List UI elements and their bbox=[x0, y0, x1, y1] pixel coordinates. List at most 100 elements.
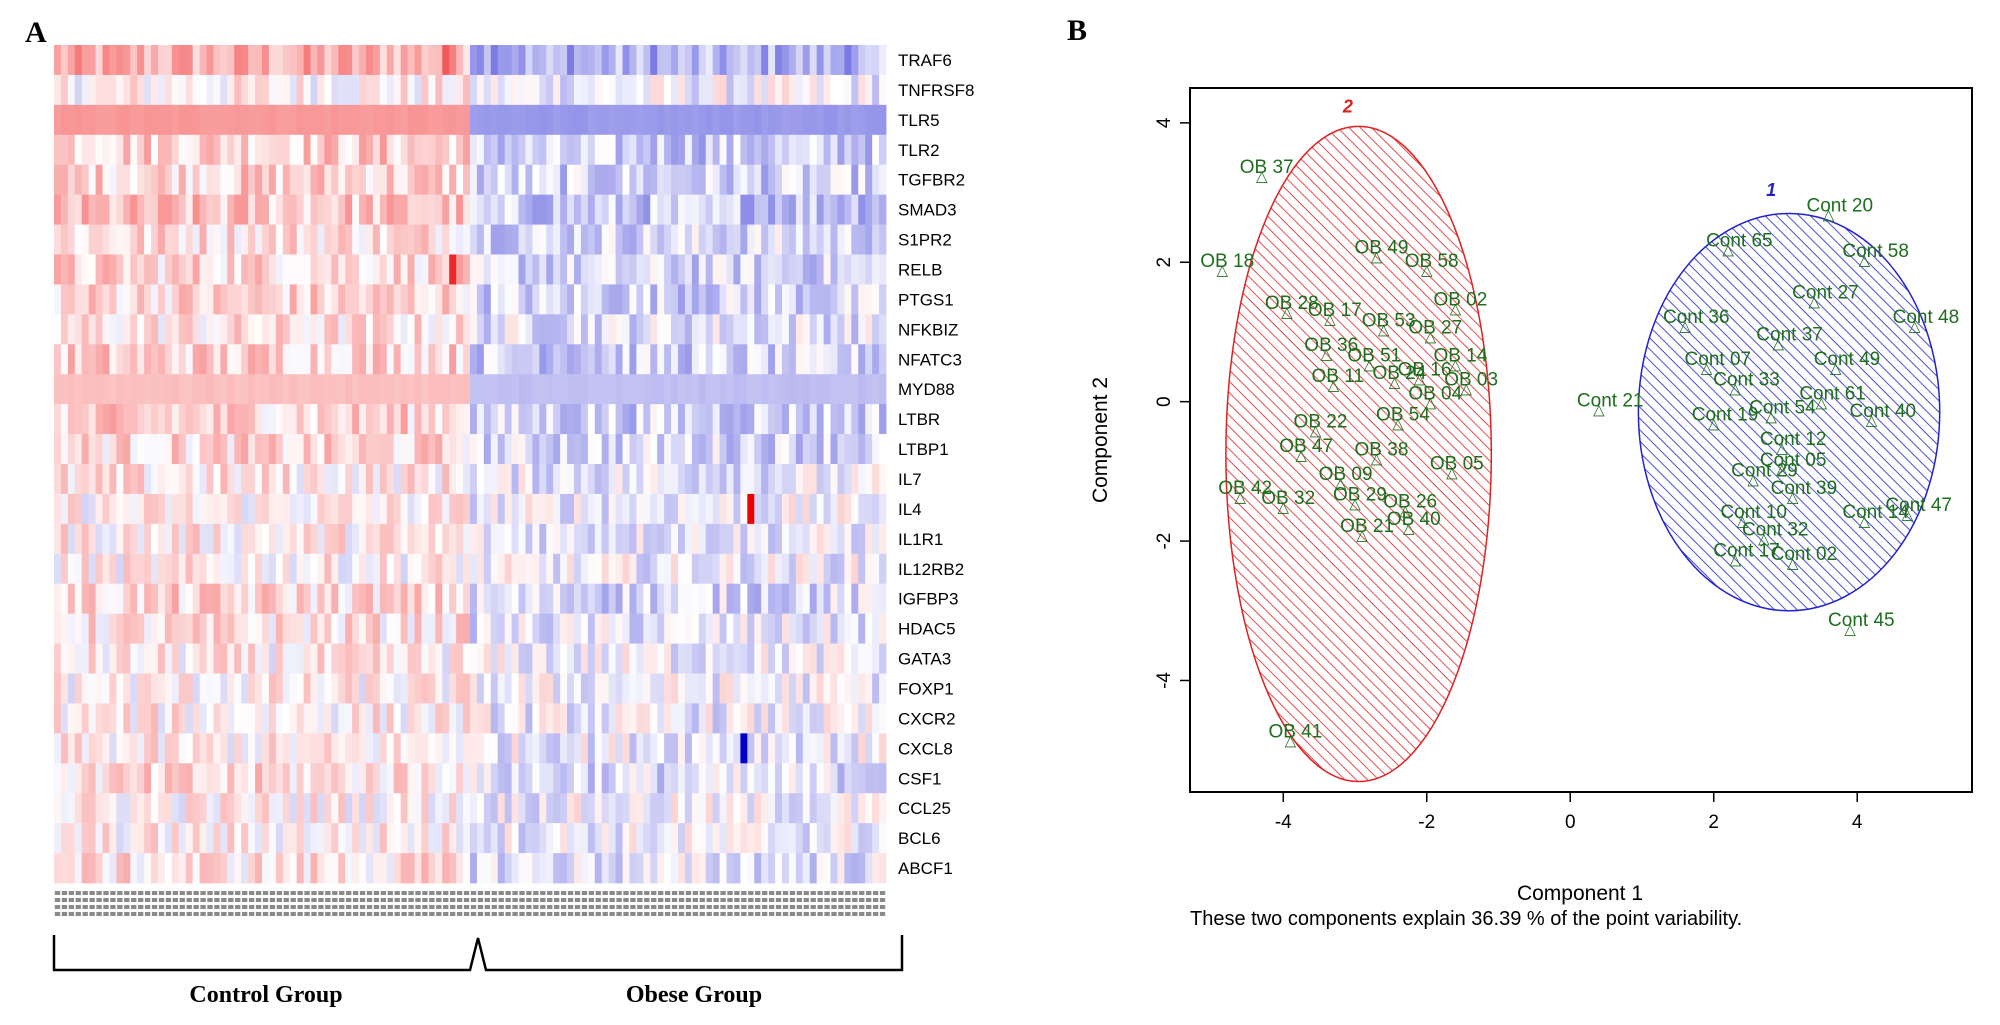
heatmap-cell bbox=[671, 553, 679, 585]
heatmap-cell bbox=[608, 224, 616, 255]
heatmap-cell bbox=[442, 493, 450, 525]
heatmap-cell bbox=[81, 284, 90, 315]
sample-id-label bbox=[332, 905, 338, 909]
cluster-ellipse bbox=[1637, 212, 1941, 612]
heatmap-cell bbox=[185, 134, 194, 166]
heatmap-cell bbox=[567, 673, 575, 704]
heatmap-cell bbox=[296, 74, 304, 106]
heatmap-cell bbox=[837, 793, 845, 824]
heatmap-cell bbox=[511, 344, 519, 375]
heatmap-cell bbox=[192, 643, 200, 674]
heatmap-cell bbox=[199, 583, 207, 615]
heatmap-cell bbox=[220, 314, 228, 345]
heatmap-cell bbox=[476, 733, 485, 764]
sample-id-label bbox=[713, 898, 719, 902]
heatmap-cell bbox=[393, 583, 402, 615]
heatmap-cell bbox=[858, 583, 866, 615]
heatmap-cell bbox=[636, 703, 644, 734]
heatmap-cell bbox=[795, 224, 804, 255]
heatmap-cell bbox=[352, 733, 360, 764]
heatmap-cell bbox=[379, 793, 388, 824]
heatmap-cell bbox=[463, 45, 471, 76]
heatmap-cell bbox=[601, 733, 610, 764]
heatmap-cell bbox=[671, 284, 679, 315]
heatmap-cell bbox=[837, 703, 845, 734]
heatmap-cell bbox=[407, 314, 415, 345]
heatmap-cell bbox=[171, 284, 180, 315]
heatmap-cell bbox=[248, 404, 256, 435]
heatmap-cell bbox=[310, 703, 318, 734]
heatmap-cell bbox=[171, 434, 180, 465]
heatmap-cell bbox=[574, 254, 582, 285]
sample-id-label bbox=[789, 898, 796, 902]
sample-id-label bbox=[706, 891, 712, 895]
sample-id-label bbox=[186, 891, 192, 895]
heatmap-cell bbox=[837, 763, 845, 794]
heatmap-cell bbox=[830, 673, 838, 704]
point-marker: △ bbox=[1234, 489, 1246, 506]
heatmap-cell bbox=[379, 404, 388, 435]
heatmap-cell bbox=[345, 284, 353, 315]
heatmap-cell bbox=[532, 224, 540, 255]
heatmap-cell bbox=[268, 404, 277, 435]
heatmap-cell bbox=[657, 74, 665, 106]
heatmap-cell bbox=[407, 374, 415, 405]
heatmap-cell bbox=[379, 104, 388, 136]
heatmap-cell bbox=[130, 104, 138, 136]
heatmap-cell bbox=[393, 194, 402, 225]
sample-id-label bbox=[658, 898, 664, 902]
heatmap-cell bbox=[220, 254, 228, 285]
heatmap-cell bbox=[435, 733, 443, 764]
heatmap-cell bbox=[643, 583, 651, 615]
heatmap-cell bbox=[199, 553, 207, 585]
heatmap-cell bbox=[185, 673, 194, 704]
heatmap-cell bbox=[671, 823, 679, 854]
heatmap-cell bbox=[60, 553, 69, 585]
sample-id-label bbox=[165, 891, 172, 895]
heatmap-cell bbox=[844, 823, 852, 854]
heatmap-cell bbox=[879, 194, 887, 225]
heatmap-cell bbox=[227, 104, 235, 136]
heatmap-cell bbox=[816, 793, 824, 824]
point-marker: △ bbox=[1808, 294, 1820, 311]
heatmap-cell bbox=[622, 314, 630, 345]
heatmap-cell bbox=[303, 553, 311, 585]
heatmap-cell bbox=[54, 823, 62, 854]
heatmap-cell bbox=[643, 314, 651, 345]
heatmap-cell bbox=[851, 194, 859, 225]
heatmap-cell bbox=[754, 703, 762, 734]
heatmap-cell bbox=[678, 224, 686, 255]
heatmap-cell bbox=[81, 404, 90, 435]
heatmap-cell bbox=[525, 793, 533, 824]
sample-id-label bbox=[588, 905, 594, 909]
heatmap-cell bbox=[671, 314, 679, 345]
point-label: OB 51 bbox=[1347, 345, 1401, 366]
heatmap-cell bbox=[823, 74, 831, 106]
heatmap-cell bbox=[546, 583, 554, 615]
heatmap-cell bbox=[761, 254, 769, 285]
heatmap-cell bbox=[227, 823, 235, 854]
heatmap-cell bbox=[414, 643, 422, 674]
heatmap-cell bbox=[664, 254, 672, 285]
heatmap-cell bbox=[740, 763, 748, 794]
heatmap-cell bbox=[539, 434, 547, 465]
heatmap-cell bbox=[684, 643, 693, 674]
heatmap-cell bbox=[192, 823, 200, 854]
heatmap-cell bbox=[95, 583, 103, 615]
sample-id-label bbox=[110, 912, 116, 916]
heatmap-cell bbox=[546, 344, 554, 375]
heatmap-cell bbox=[241, 194, 249, 225]
heatmap-cell bbox=[227, 224, 235, 255]
heatmap-cell bbox=[615, 194, 623, 225]
sample-id-label bbox=[581, 898, 588, 902]
heatmap-cell bbox=[192, 733, 200, 764]
sample-id-label bbox=[248, 912, 255, 916]
heatmap-cell bbox=[816, 374, 824, 405]
heatmap-cell bbox=[754, 733, 762, 764]
point-label: OB 24 bbox=[1372, 363, 1426, 384]
heatmap-cell bbox=[60, 464, 69, 495]
heatmap-cell bbox=[470, 164, 478, 196]
heatmap-cell bbox=[463, 404, 471, 435]
sample-id-label bbox=[193, 891, 199, 895]
